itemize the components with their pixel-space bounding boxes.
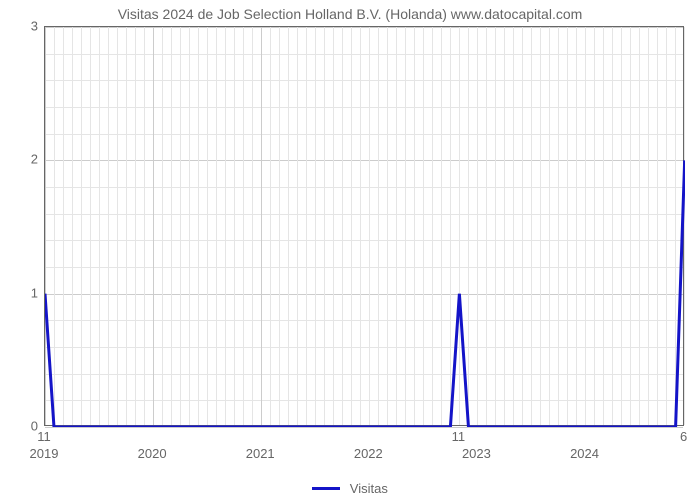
- y-tick-label: 2: [8, 152, 38, 167]
- grid-h-major: [45, 427, 683, 428]
- line-layer: [45, 27, 685, 427]
- legend: Visitas: [0, 480, 700, 496]
- x-tick-label: 2021: [230, 446, 290, 461]
- series-line-visitas: [45, 160, 685, 427]
- x-tick-label: 2020: [122, 446, 182, 461]
- plot-area: [44, 26, 684, 426]
- y-tick-label: 1: [8, 285, 38, 300]
- y-tick-label: 3: [8, 19, 38, 34]
- x-tick-label: 2023: [446, 446, 506, 461]
- legend-swatch: [312, 487, 340, 490]
- chart-title: Visitas 2024 de Job Selection Holland B.…: [0, 6, 700, 22]
- x-tick-label: 2022: [338, 446, 398, 461]
- legend-label: Visitas: [350, 481, 388, 496]
- chart-container: Visitas 2024 de Job Selection Holland B.…: [0, 0, 700, 500]
- point-label: 11: [24, 429, 64, 444]
- x-tick-label: 2019: [14, 446, 74, 461]
- x-tick-label: 2024: [555, 446, 615, 461]
- point-label: 6: [664, 429, 700, 444]
- point-label: 11: [438, 429, 478, 444]
